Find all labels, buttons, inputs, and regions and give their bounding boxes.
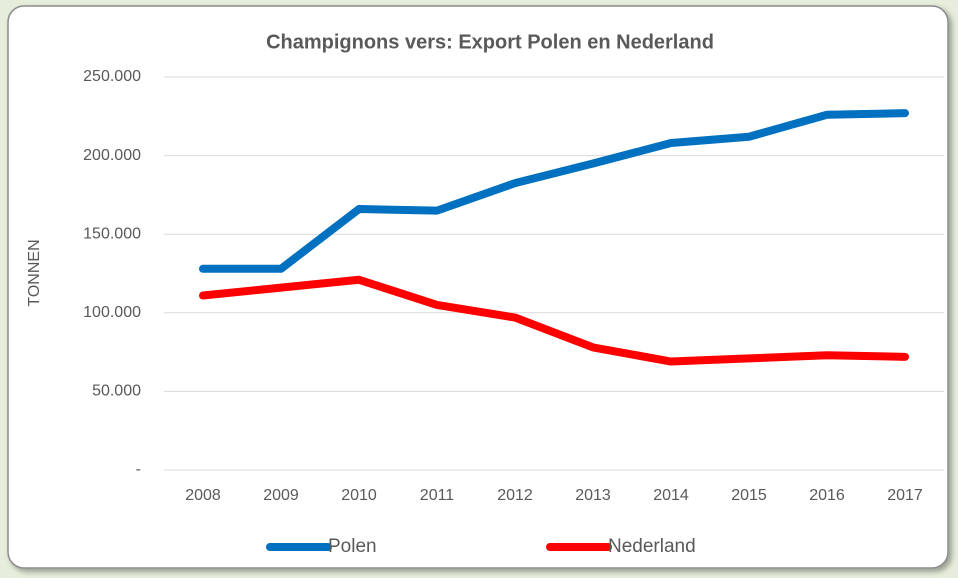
series-line (199, 109, 909, 273)
x-tick-label: 2017 (887, 487, 923, 504)
y-tick-label: 200.000 (83, 147, 141, 164)
x-tick-label: 2011 (420, 487, 455, 504)
x-tick-label: 2010 (341, 487, 377, 504)
y-tick-label: 150.000 (83, 225, 141, 242)
x-tick-label: 2013 (575, 487, 611, 504)
y-tick-label: 100.000 (83, 304, 141, 321)
y-axis-title: TONNEN (26, 239, 43, 306)
x-tick-label: 2015 (731, 487, 767, 504)
x-tick-label: 2008 (185, 487, 221, 504)
legend-label: Nederland (608, 536, 696, 557)
chart-panel (7, 5, 949, 569)
x-tick-label: 2014 (653, 487, 689, 504)
chart-title: Champignons vers: Export Polen en Nederl… (266, 31, 714, 53)
y-tick-label: - (136, 461, 141, 478)
legend-label: Polen (328, 536, 377, 557)
x-tick-label: 2012 (497, 487, 533, 504)
y-tick-label: 250.000 (83, 68, 141, 85)
x-tick-label: 2009 (263, 487, 299, 504)
y-tick-label: 50.000 (92, 383, 141, 400)
series-line (199, 275, 909, 366)
x-tick-label: 2016 (809, 487, 845, 504)
